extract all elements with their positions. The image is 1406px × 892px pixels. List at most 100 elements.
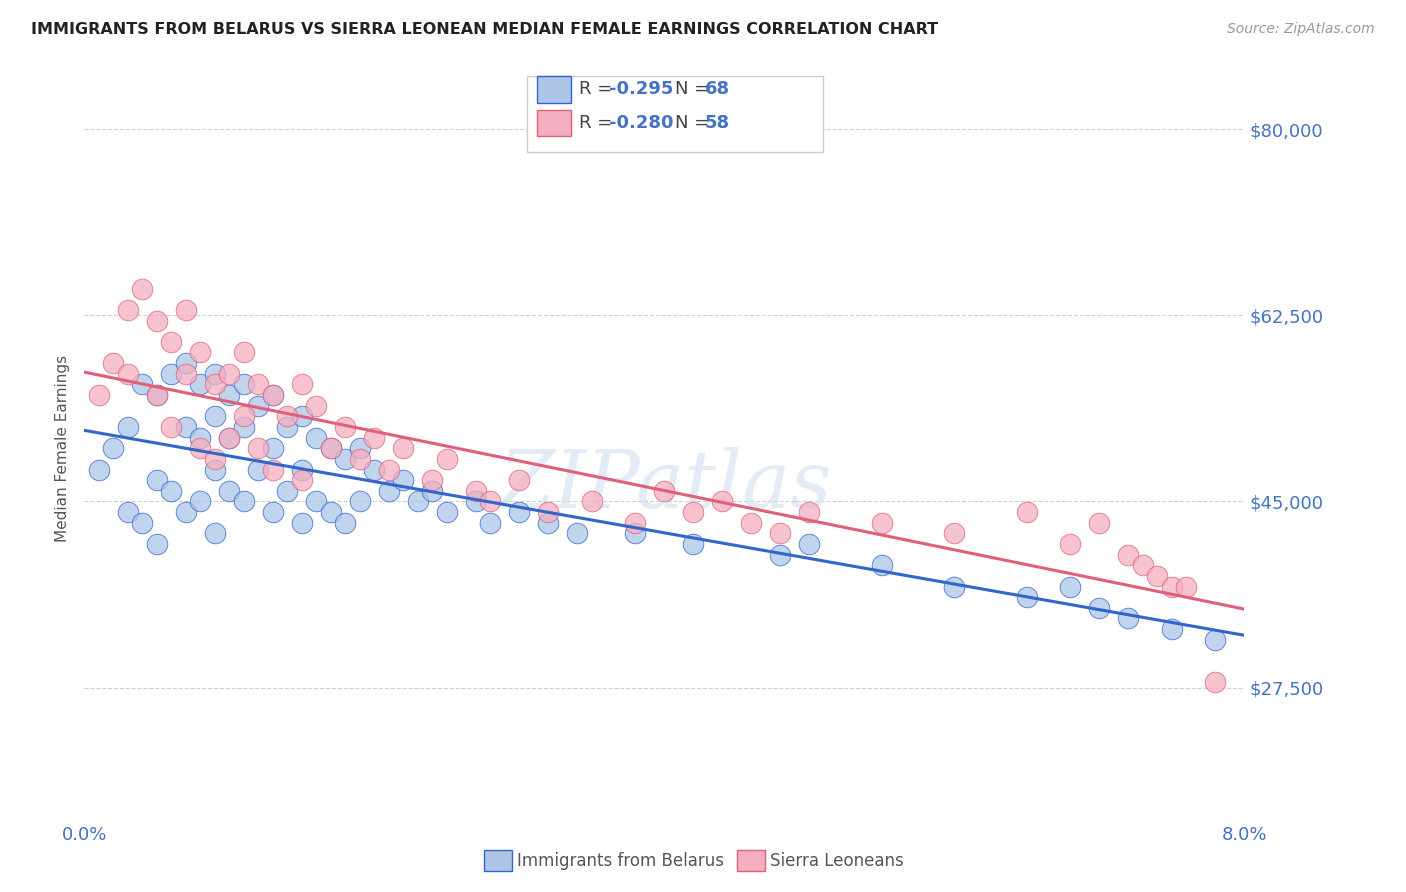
- Point: [422, 483, 444, 498]
- Point: [436, 451, 458, 466]
- Point: [188, 431, 212, 445]
- Point: [262, 462, 284, 476]
- Point: [188, 494, 212, 508]
- Point: [131, 516, 153, 530]
- Point: [103, 356, 125, 370]
- Point: [1160, 580, 1182, 594]
- Point: [218, 431, 240, 445]
- Point: [103, 442, 125, 455]
- Point: [160, 483, 183, 498]
- Point: [870, 516, 893, 530]
- Point: [335, 516, 357, 530]
- Point: [117, 420, 139, 434]
- Point: [422, 473, 444, 487]
- Point: [247, 377, 270, 392]
- Point: [349, 451, 371, 466]
- Point: [276, 409, 298, 424]
- Point: [262, 442, 284, 455]
- Point: [1088, 600, 1111, 615]
- Point: [682, 505, 704, 519]
- Point: [218, 431, 240, 445]
- Point: [436, 505, 458, 519]
- Point: [232, 377, 254, 392]
- Point: [349, 494, 371, 508]
- Point: [508, 473, 530, 487]
- Text: N =: N =: [675, 114, 714, 132]
- Point: [870, 558, 893, 573]
- Text: R =: R =: [579, 80, 619, 98]
- Point: [87, 388, 110, 402]
- Point: [624, 526, 647, 541]
- Point: [232, 345, 254, 359]
- Text: Immigrants from Belarus: Immigrants from Belarus: [517, 852, 724, 870]
- Point: [464, 494, 486, 508]
- Point: [291, 473, 314, 487]
- Text: 58: 58: [704, 114, 730, 132]
- Point: [247, 442, 270, 455]
- Point: [232, 420, 254, 434]
- Point: [117, 367, 139, 381]
- Point: [464, 483, 486, 498]
- Text: N =: N =: [675, 80, 714, 98]
- Point: [160, 367, 183, 381]
- Point: [363, 431, 385, 445]
- Text: R =: R =: [579, 114, 619, 132]
- Point: [262, 505, 284, 519]
- Point: [652, 483, 676, 498]
- Point: [174, 367, 197, 381]
- Point: [146, 313, 169, 327]
- Point: [799, 505, 821, 519]
- Point: [319, 442, 342, 455]
- Point: [392, 473, 415, 487]
- Text: ZIPatlas: ZIPatlas: [498, 447, 831, 524]
- Text: -0.280: -0.280: [609, 114, 673, 132]
- Point: [537, 505, 560, 519]
- Point: [1204, 632, 1226, 647]
- Text: 68: 68: [704, 80, 730, 98]
- Text: IMMIGRANTS FROM BELARUS VS SIERRA LEONEAN MEDIAN FEMALE EARNINGS CORRELATION CHA: IMMIGRANTS FROM BELARUS VS SIERRA LEONEA…: [31, 22, 938, 37]
- Y-axis label: Median Female Earnings: Median Female Earnings: [55, 355, 70, 541]
- Text: Source: ZipAtlas.com: Source: ZipAtlas.com: [1227, 22, 1375, 37]
- Point: [335, 451, 357, 466]
- Point: [131, 282, 153, 296]
- Point: [218, 367, 240, 381]
- Point: [1132, 558, 1154, 573]
- Point: [218, 388, 240, 402]
- Point: [174, 356, 197, 370]
- Point: [378, 483, 401, 498]
- Text: -0.295: -0.295: [609, 80, 673, 98]
- Point: [204, 367, 226, 381]
- Point: [247, 462, 270, 476]
- Point: [117, 302, 139, 317]
- Point: [247, 399, 270, 413]
- Point: [1204, 675, 1226, 690]
- Point: [624, 516, 647, 530]
- Point: [943, 580, 966, 594]
- Point: [291, 516, 314, 530]
- Point: [262, 388, 284, 402]
- Point: [943, 526, 966, 541]
- Point: [174, 505, 197, 519]
- Point: [232, 494, 254, 508]
- Point: [131, 377, 153, 392]
- Point: [378, 462, 401, 476]
- Text: Sierra Leoneans: Sierra Leoneans: [770, 852, 904, 870]
- Point: [508, 505, 530, 519]
- Point: [711, 494, 734, 508]
- Point: [1116, 548, 1139, 562]
- Point: [188, 345, 212, 359]
- Point: [232, 409, 254, 424]
- Point: [276, 420, 298, 434]
- Point: [305, 431, 328, 445]
- Point: [1059, 537, 1081, 551]
- Point: [276, 483, 298, 498]
- Point: [188, 442, 212, 455]
- Point: [160, 420, 183, 434]
- Point: [349, 442, 371, 455]
- Point: [406, 494, 429, 508]
- Point: [204, 526, 226, 541]
- Point: [682, 537, 704, 551]
- Point: [1059, 580, 1081, 594]
- Point: [305, 494, 328, 508]
- Point: [291, 462, 314, 476]
